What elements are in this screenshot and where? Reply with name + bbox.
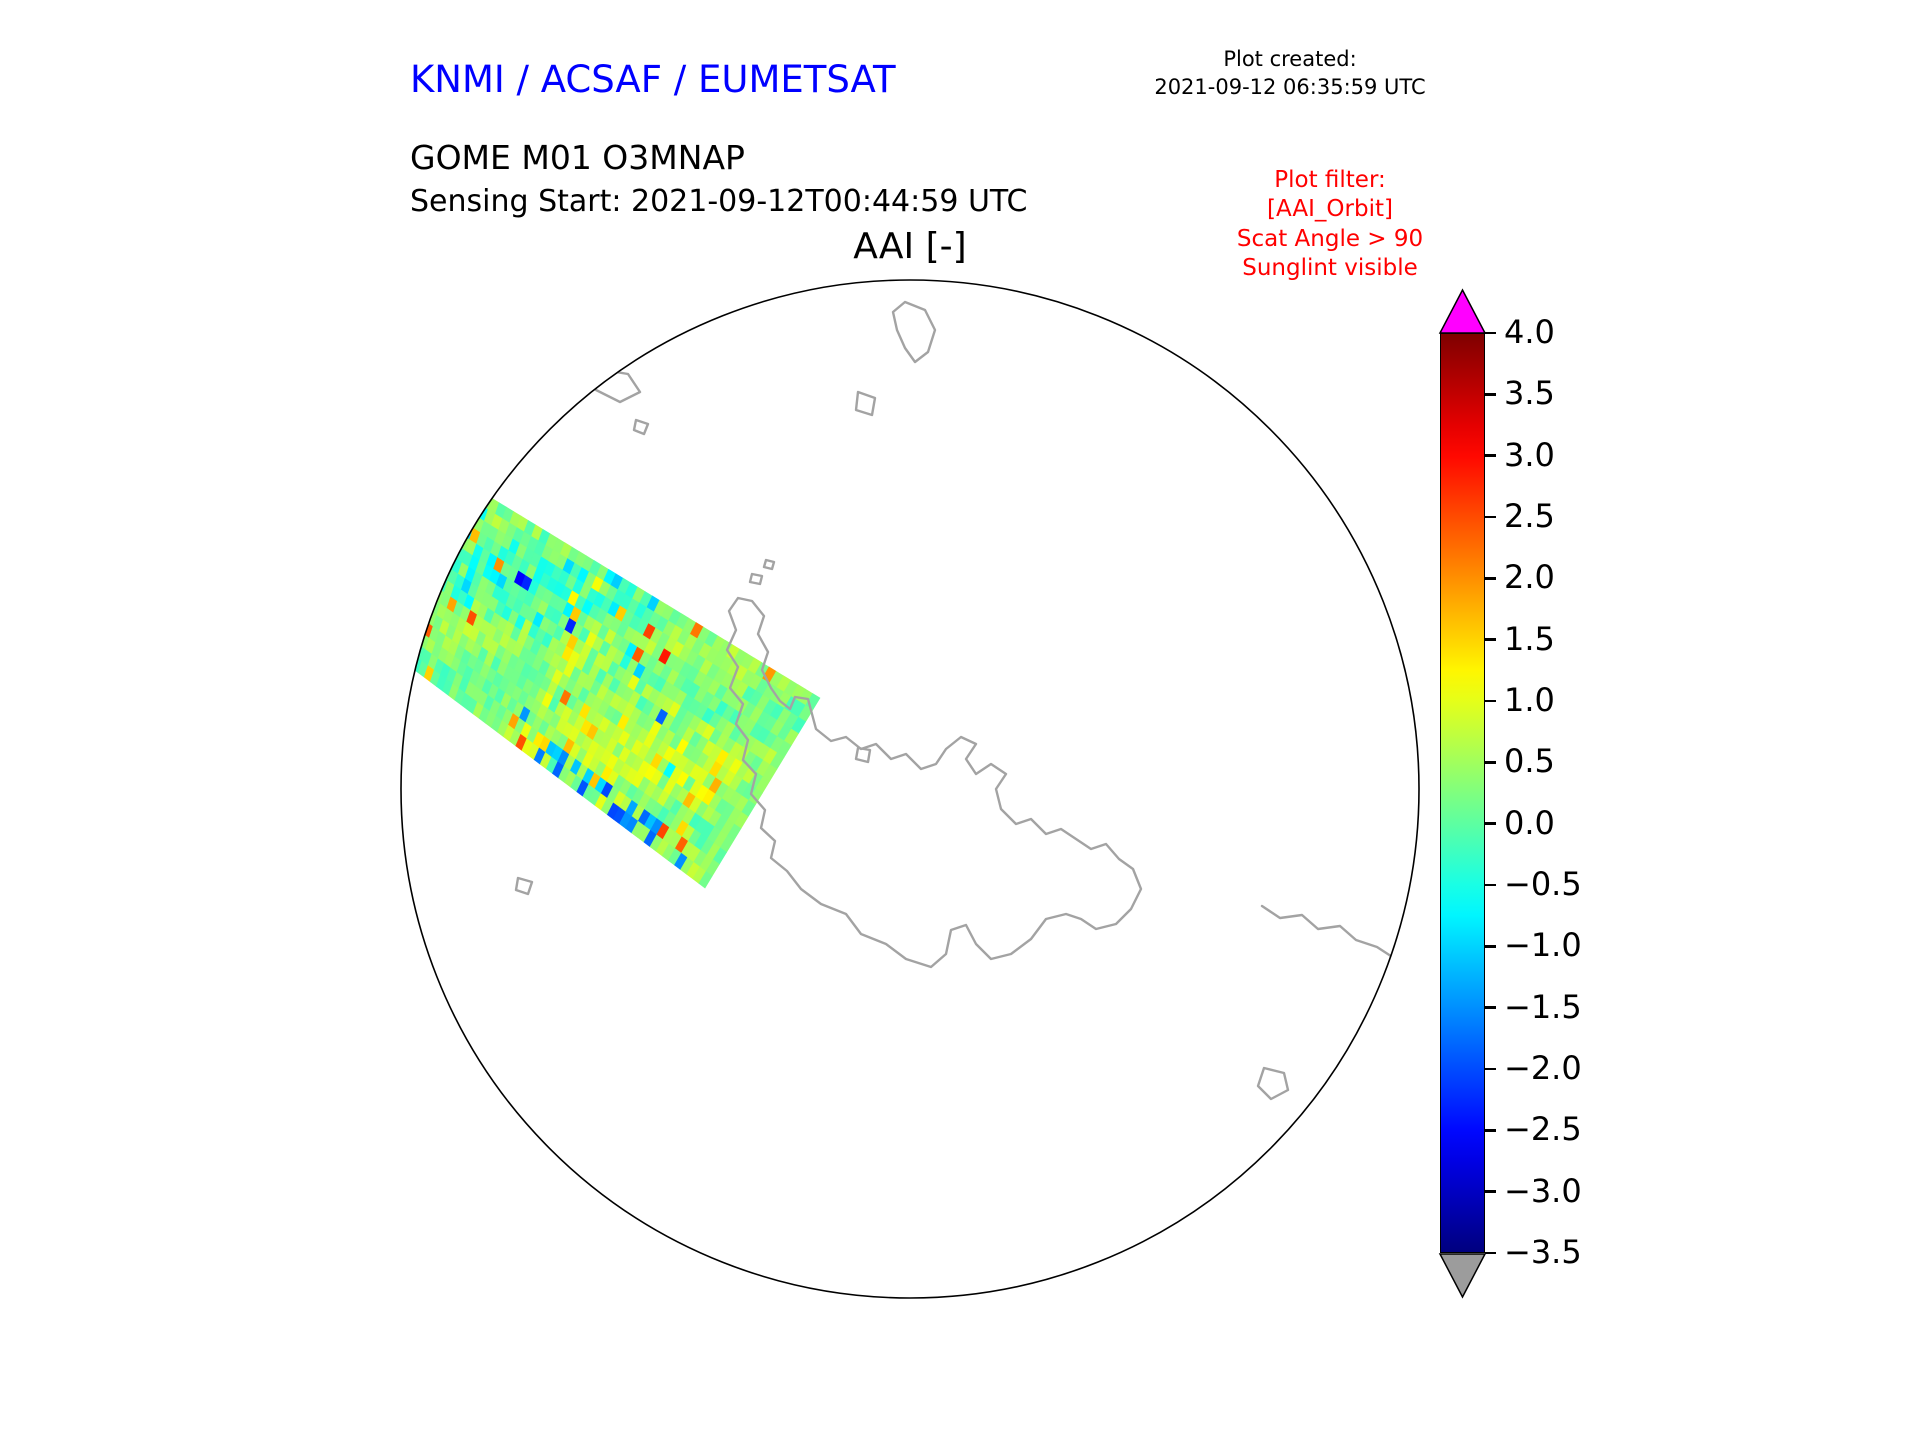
sensing-start: Sensing Start: 2021-09-12T00:44:59 UTC [410,184,1028,219]
colorbar-tick-mark [1485,1067,1496,1071]
colorbar-tick-mark [1485,638,1496,641]
colorbar-tick-label: 1.5 [1504,619,1555,658]
colorbar-tick-label: −1.0 [1504,926,1582,965]
plot-created-value: 2021-09-12 06:35:59 UTC [1154,74,1426,99]
island-right-b [1295,1146,1314,1165]
colorbar-tick-label: −1.5 [1504,987,1582,1026]
colorbar-tick-mark [1485,945,1496,948]
colorbar-tick-label: −0.5 [1504,865,1582,904]
colorbar-tick-label: 2.5 [1504,497,1555,536]
plot-created-label: Plot created: [1223,47,1357,71]
colorbar-under-arrow [1438,1253,1487,1299]
swath-cell [698,871,713,889]
colorbar-tick-mark [1485,1251,1496,1255]
swath-cell [458,507,471,525]
colorbar-tick-mark [1485,1006,1496,1009]
island-top-left-c [632,418,650,436]
island-small-top [854,390,877,417]
colorbar-tick-label: 4.0 [1504,313,1555,352]
colorbar-tick-mark [1485,761,1496,764]
colorbar-tick-mark [1485,331,1496,335]
colorbar-tick-label: 1.0 [1504,681,1555,720]
colorbar-tick-mark [1485,883,1496,887]
island-bottom-left [514,876,534,896]
swath-cell [473,488,485,506]
island-right-a [1256,1066,1290,1101]
colorbar-tick-mark [1485,699,1496,703]
swath-cell [455,518,467,536]
colorbar-tick-label: 2.0 [1504,558,1555,597]
colorbar-over-arrow [1438,288,1487,334]
colorbar-tick-label: −2.0 [1504,1049,1582,1088]
colorbar-tick-label: −3.0 [1504,1171,1582,1210]
colorbar-tick-mark [1485,577,1496,580]
coastline-antarctica [725,596,1143,969]
island-offshore [854,746,872,764]
colorbar-tick-label: 0.0 [1504,803,1555,842]
colorbar-gradient [1440,333,1485,1253]
swath-cell [466,484,478,502]
island-south-shetland-b [762,558,776,571]
swath-cell [451,530,463,548]
plot-filter-block: Plot filter: [AAI_Orbit] Scat Angle > 90… [1190,166,1470,284]
colorbar-tick-mark [1485,1190,1496,1193]
colorbar-ticks: 4.0 3.5 3.0 2.5 2.0 1.5 1.0 0.5 0.0 −0.5 −1.0 −1.5 −… [1440,313,1600,1271]
filter-line: Scat Angle > 90 [1236,225,1424,252]
colorbar-tick-label: −2.5 [1504,1110,1582,1149]
colorbar-tick-mark [1485,822,1496,825]
colorbar-tick-mark [1485,515,1496,519]
agency-title: KNMI / ACSAF / EUMETSAT [410,58,896,101]
product-title: GOME M01 O3MNAP [410,138,745,177]
colorbar-tick-mark [1485,454,1496,457]
island-south-shetland-a [748,572,764,586]
coastline-right-lower [1300,1008,1419,1144]
filter-line: [AAI_Orbit] [1267,196,1393,223]
colorbar-tick-label: 0.5 [1504,742,1555,781]
plot-title: AAI [-] [853,226,967,267]
coastline-right-upper [1260,904,1419,1000]
swath-cell [469,500,482,518]
filter-line: Sunglint visible [1242,255,1418,282]
swath-cell [462,495,474,513]
satellite-swath [411,484,821,889]
island-south-georgia [891,300,937,364]
colorbar-tick-mark [1485,1129,1496,1132]
filter-line: Plot filter: [1274,167,1386,193]
colorbar-tick-label: 3.0 [1504,435,1555,474]
colorbar-tick-mark [1485,393,1496,396]
island-top-left-a [500,300,550,340]
colorbar-tick-label: 3.5 [1504,374,1555,413]
map-boundary-circle [400,279,1420,1299]
colorbar-tick-label: −3.5 [1504,1233,1582,1272]
plot-created-block: Plot created: 2021-09-12 06:35:59 UTC [1140,46,1440,101]
